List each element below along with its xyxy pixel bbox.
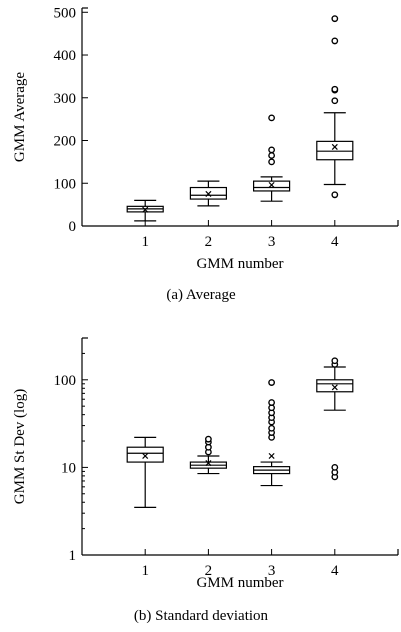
chart-stdev-ytick-label: 10 xyxy=(61,460,76,476)
chart-average-ytick-label: 0 xyxy=(69,219,77,235)
chart-average-mean-mark xyxy=(142,206,149,213)
chart-average-box xyxy=(316,140,354,161)
chart-stdev-outlier xyxy=(331,357,339,365)
chart-stdev-mean-mark xyxy=(331,384,338,391)
chart-average-outlier xyxy=(331,191,339,199)
chart-average-outlier xyxy=(331,37,339,45)
chart-average-xlabel: GMM number xyxy=(196,256,283,272)
chart-average-outlier xyxy=(331,97,339,105)
chart-stdev-xtick-label: 4 xyxy=(331,563,339,579)
chart-stdev-caption: (b) Standard deviation xyxy=(134,608,269,624)
chart-stdev-mean-mark xyxy=(268,452,275,460)
chart-standard-deviation: GMM St Dev (log) GMM number (b) Standard… xyxy=(12,337,399,624)
chart-average-outlier xyxy=(331,85,339,93)
chart-stdev-xlabel: GMM number xyxy=(196,575,283,591)
chart-average-xtick-label: 4 xyxy=(331,234,339,250)
chart-average-mean-mark xyxy=(331,143,338,150)
chart-average-outlier xyxy=(331,15,339,23)
chart-average-outlier xyxy=(268,114,275,122)
chart-stdev-xtick-label: 3 xyxy=(268,563,276,579)
chart-average-outlier xyxy=(268,158,275,166)
chart-stdev-outlier xyxy=(268,424,275,432)
chart-stdev-ytick-label: 100 xyxy=(54,373,77,389)
chart-stdev-ylabel: GMM St Dev (log) xyxy=(12,389,28,504)
chart-stdev-outlier xyxy=(204,435,212,443)
chart-stdev-outlier xyxy=(268,379,275,386)
chart-average-ylabel: GMM Average xyxy=(12,72,28,162)
chart-stdev-outlier xyxy=(268,399,275,406)
chart-average: GMM Average GMM number (a) Average 0 100 2… xyxy=(12,5,399,303)
chart-average-xtick-label: 3 xyxy=(268,234,276,250)
chart-average-ytick-label: 300 xyxy=(54,91,77,107)
chart-stdev-outlier xyxy=(331,463,339,471)
chart-stdev-mean-mark xyxy=(205,460,212,467)
chart-average-xtick-label: 1 xyxy=(141,234,149,250)
chart-average-ytick-label: 500 xyxy=(54,5,77,21)
chart-average-outlier xyxy=(268,146,275,154)
chart-stdev-xtick-label: 2 xyxy=(205,563,213,579)
chart-average-outlier xyxy=(268,152,275,159)
chart-stdev-box xyxy=(316,379,354,393)
chart-average-caption: (a) Average xyxy=(166,287,236,303)
chart-average-ytick-label: 400 xyxy=(54,48,77,64)
chart-stdev-box xyxy=(126,446,164,463)
chart-average-mean-mark xyxy=(205,190,212,197)
chart-stdev-ytick-label: 1 xyxy=(69,548,77,564)
chart-average-box xyxy=(253,180,291,192)
chart-average-ytick-label: 200 xyxy=(54,134,77,150)
chart-stdev-xtick-label: 1 xyxy=(141,563,149,579)
chart-average-xtick-label: 2 xyxy=(205,234,213,250)
chart-stdev-mean-mark xyxy=(142,452,149,460)
chart-average-mean-mark xyxy=(268,181,275,188)
chart-average-ytick-label: 100 xyxy=(54,176,77,192)
